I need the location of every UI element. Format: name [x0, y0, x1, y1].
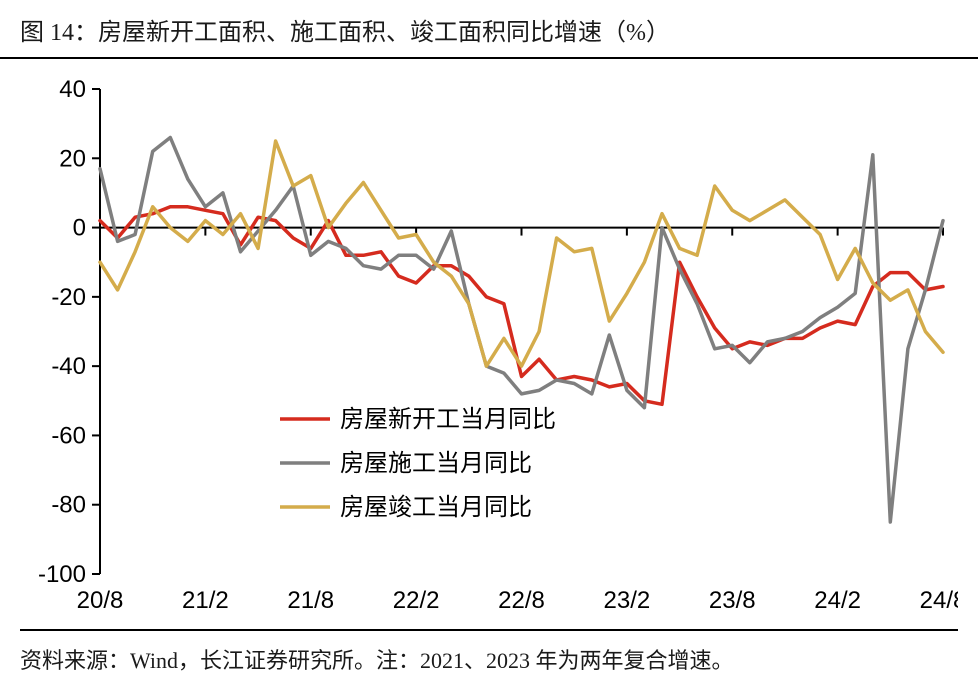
svg-text:20/8: 20/8: [77, 587, 124, 614]
svg-text:22/8: 22/8: [498, 587, 545, 614]
svg-text:-40: -40: [51, 353, 86, 380]
svg-text:24/2: 24/2: [814, 587, 861, 614]
svg-text:-100: -100: [38, 561, 86, 588]
chart-plot-area: -100 -80 -60 -40 -20 0 20 40 20/8 21/2 21/8 22/2 22/…: [20, 79, 958, 624]
svg-text:23/2: 23/2: [604, 587, 651, 614]
svg-text:21/2: 21/2: [182, 587, 229, 614]
chart-title: 图 14：房屋新开工面积、施工面积、竣工面积同比增速（%）: [0, 0, 978, 59]
svg-text:24/8: 24/8: [920, 587, 958, 614]
svg-text:40: 40: [59, 79, 86, 103]
svg-text:23/8: 23/8: [709, 587, 756, 614]
svg-text:-60: -60: [51, 422, 86, 449]
legend-label: 房屋施工当月同比: [340, 450, 532, 477]
svg-text:21/8: 21/8: [287, 587, 334, 614]
series-line: [100, 141, 943, 366]
legend-label: 房屋竣工当月同比: [340, 494, 532, 521]
svg-text:-80: -80: [51, 492, 86, 519]
svg-text:0: 0: [73, 215, 86, 242]
svg-text:22/2: 22/2: [393, 587, 440, 614]
series-line: [100, 207, 943, 404]
chart-source-footer: 资料来源：Wind，长江证券研究所。注：2021、2023 年为两年复合增速。: [20, 629, 958, 675]
svg-text:-20: -20: [51, 284, 86, 311]
legend-label: 房屋新开工当月同比: [340, 406, 556, 433]
svg-text:20: 20: [59, 145, 86, 172]
